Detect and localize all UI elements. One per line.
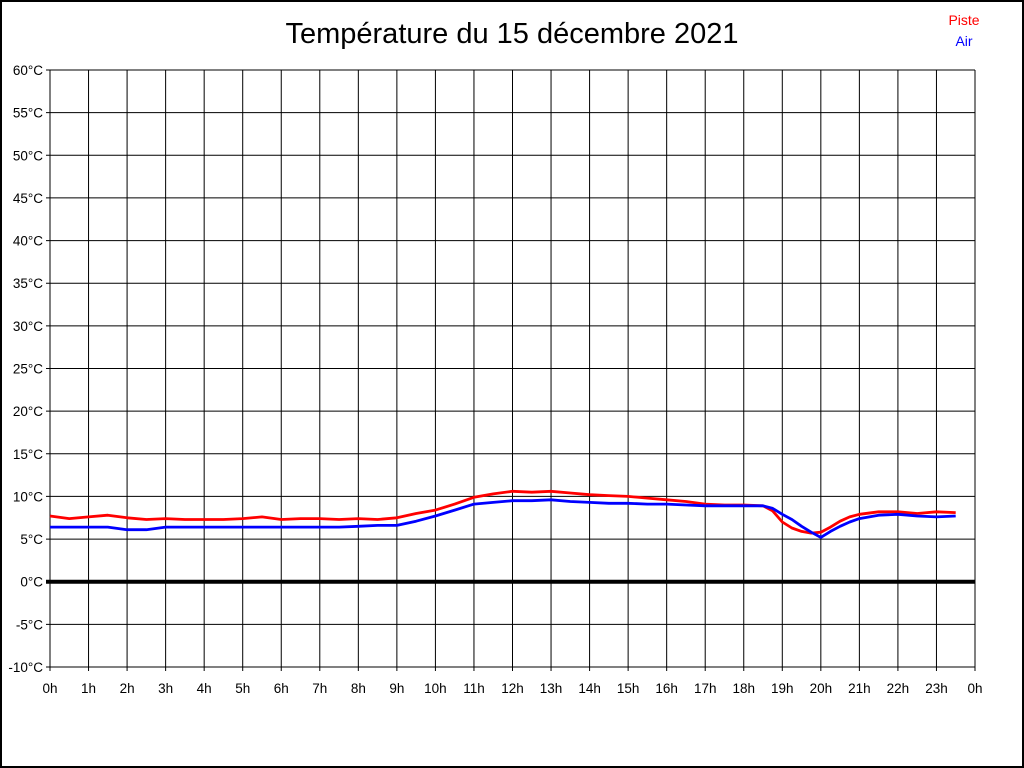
x-tick-label: 0h bbox=[967, 681, 982, 696]
piste-temperature-line bbox=[49, 489, 956, 535]
x-tick-label: 7h bbox=[312, 681, 327, 696]
x-tick-label: 11h bbox=[463, 681, 485, 696]
chart-title: Température du 15 décembre 2021 bbox=[285, 18, 739, 50]
x-tick-label: 12h bbox=[501, 681, 524, 696]
y-tick-label: 35°C bbox=[13, 276, 43, 291]
x-tick-label: 18h bbox=[732, 681, 755, 696]
y-tick-label: 60°C bbox=[13, 63, 43, 78]
y-tick-label: 15°C bbox=[13, 447, 43, 462]
x-tick-label: 20h bbox=[810, 681, 833, 696]
x-tick-label: 23h bbox=[925, 681, 948, 696]
x-tick-label: 22h bbox=[887, 681, 910, 696]
y-tick-label: 10°C bbox=[13, 489, 43, 504]
legend-item-air: Air bbox=[955, 33, 973, 49]
x-tick-label: 8h bbox=[351, 681, 366, 696]
y-tick-label: 40°C bbox=[13, 234, 43, 249]
x-tick-label: 1h bbox=[81, 681, 96, 696]
y-tick-label: 5°C bbox=[20, 532, 43, 547]
y-tick-label: 0°C bbox=[20, 575, 43, 590]
y-tick-label: -5°C bbox=[16, 617, 43, 632]
x-tick-label: 10h bbox=[424, 681, 447, 696]
x-axis-labels: 0h 1h 2h 3h 4h 5h 6h 7h 8h 9h 10h 11h 12h 13h 14h 15h 16… bbox=[42, 681, 982, 696]
y-tick-label: 25°C bbox=[13, 362, 43, 377]
legend-item-piste: Piste bbox=[948, 12, 980, 28]
x-tick-label: 14h bbox=[578, 681, 601, 696]
air-temperature-line bbox=[50, 498, 956, 539]
x-tick-label: 3h bbox=[158, 681, 173, 696]
x-tick-label: 4h bbox=[197, 681, 212, 696]
y-tick-label: 20°C bbox=[13, 404, 43, 419]
x-tick-label: 21h bbox=[848, 681, 871, 696]
x-tick-label: 16h bbox=[655, 681, 678, 696]
x-tick-label: 9h bbox=[389, 681, 404, 696]
x-tick-label: 6h bbox=[274, 681, 289, 696]
chart-legend: Piste Air bbox=[928, 12, 1000, 49]
y-tick-label: 50°C bbox=[13, 148, 43, 163]
y-tick-label: -10°C bbox=[8, 660, 43, 675]
x-tick-label: 19h bbox=[771, 681, 794, 696]
x-tick-label: 0h bbox=[42, 681, 57, 696]
x-tick-label: 13h bbox=[540, 681, 563, 696]
x-tick-label: 15h bbox=[617, 681, 640, 696]
grid-vertical-lines bbox=[49, 70, 976, 671]
grid-horizontal-lines bbox=[46, 69, 975, 668]
x-tick-label: 2h bbox=[120, 681, 135, 696]
y-axis-labels: -10°C -5°C 0°C 5°C 10°C 15°C 20°C 25°C 30°C 35°C 4… bbox=[8, 63, 43, 675]
x-tick-label: 17h bbox=[694, 681, 717, 696]
y-tick-label: 55°C bbox=[13, 106, 43, 121]
y-tick-label: 45°C bbox=[13, 191, 43, 206]
y-tick-label: 30°C bbox=[13, 319, 43, 334]
x-tick-label: 5h bbox=[235, 681, 250, 696]
